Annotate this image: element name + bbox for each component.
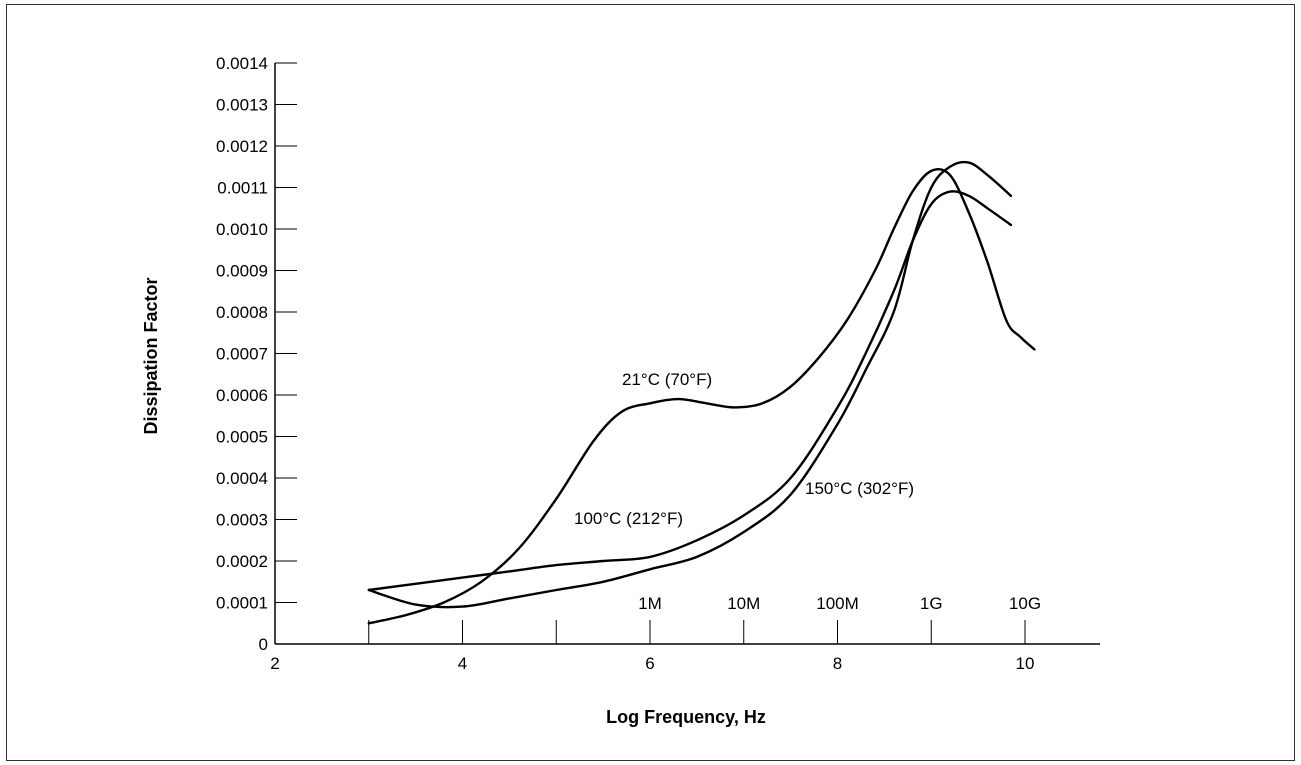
label-21c: 21°C (70°F)	[622, 370, 712, 389]
y-tick-label: 0.0004	[216, 469, 268, 488]
y-tick-label: 0.0002	[216, 552, 268, 571]
y-tick-label: 0.0005	[216, 428, 268, 447]
frequency-marker-label: 1M	[638, 594, 662, 613]
y-tick-label: 0.0001	[216, 594, 268, 613]
x-tick-label: 4	[458, 654, 467, 673]
axes: 0 0.0001 0.0002 0.0003 0.0004 0.0005 0.0006 0.0…	[216, 54, 1100, 673]
y-tick-label: 0.0008	[216, 303, 268, 322]
y-tick-label: 0.0006	[216, 386, 268, 405]
frequency-marker-label: 100M	[816, 594, 859, 613]
label-100c: 100°C (212°F)	[574, 509, 683, 528]
y-tick-label: 0.0014	[216, 54, 268, 73]
x-tick-label: 6	[645, 654, 654, 673]
y-tick-label: 0.0010	[216, 220, 268, 239]
x-tick-label: 8	[833, 654, 842, 673]
y-tick-label: 0.0003	[216, 511, 268, 530]
label-150c: 150°C (302°F)	[805, 479, 914, 498]
x-axis-title: Log Frequency, Hz	[606, 707, 766, 727]
y-tick-label: 0.0011	[217, 179, 268, 198]
y-tick-label: 0.0007	[216, 345, 268, 364]
y-tick-label: 0.0012	[216, 137, 268, 156]
y-tick-label: 0	[259, 635, 268, 654]
y-tick-label: 0.0009	[216, 262, 268, 281]
labels: 21°C (70°F) 100°C (212°F) 150°C (302°F)	[574, 370, 914, 528]
y-tick-label: 0.0013	[216, 96, 268, 115]
curve-100c	[369, 191, 1011, 590]
frequency-marker-label: 1G	[920, 594, 943, 613]
x-tick-label: 2	[270, 654, 279, 673]
y-axis-title: Dissipation Factor	[141, 277, 161, 434]
curves	[369, 162, 1035, 623]
x-tick-label: 10	[1016, 654, 1035, 673]
frequency-marker-label: 10G	[1009, 594, 1041, 613]
frequency-marker-label: 10M	[727, 594, 760, 613]
